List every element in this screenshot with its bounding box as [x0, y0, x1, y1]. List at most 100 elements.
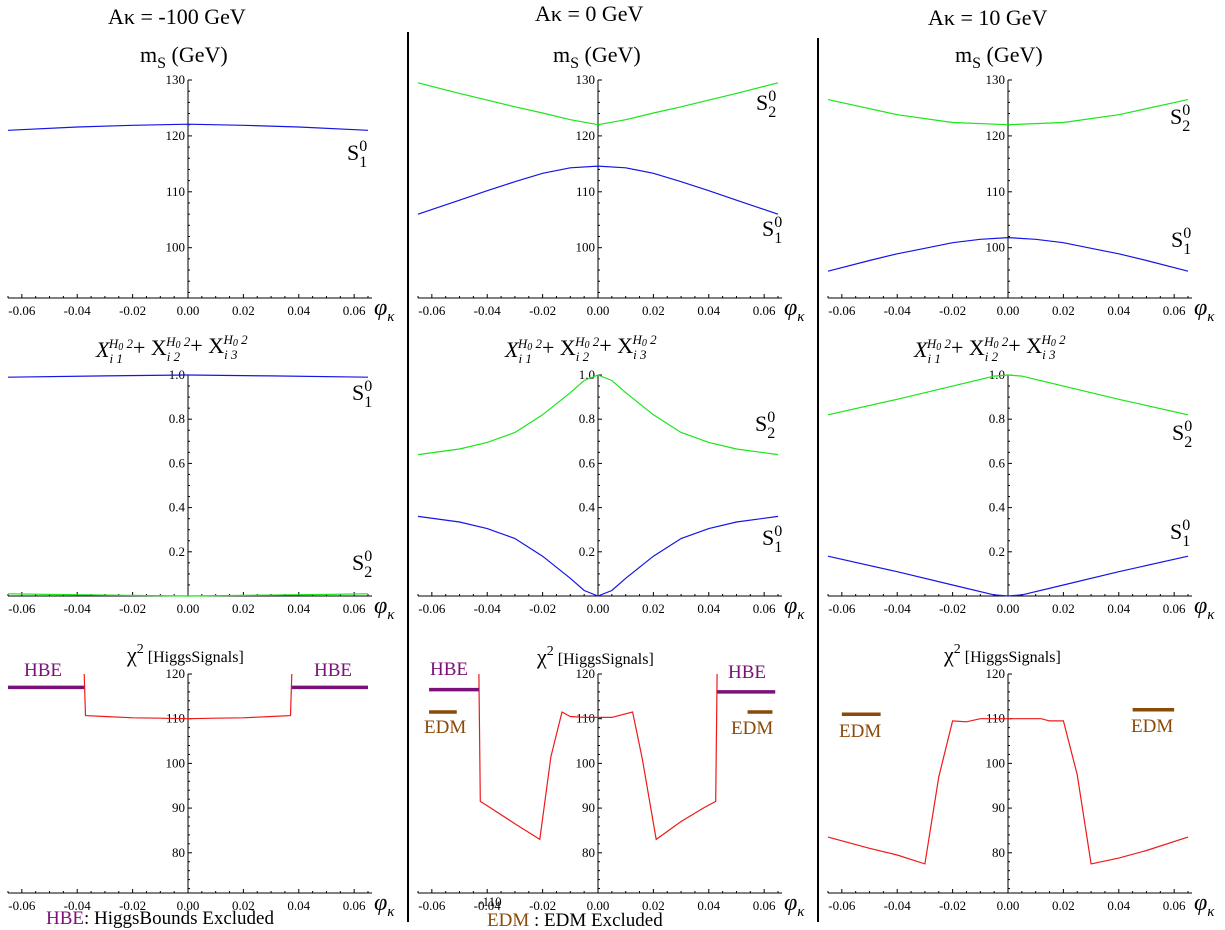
y-tick-label: 0.2	[989, 544, 1005, 559]
y-tick-label: 100	[576, 755, 596, 770]
y-tick-label: 120	[166, 128, 186, 143]
y-tick-label: 120	[576, 128, 596, 143]
x-tick-label: 0.02	[1052, 601, 1075, 616]
x-tick-label: 0.02	[232, 303, 255, 318]
y-tick-label: 90	[582, 800, 595, 815]
y-tick-label: 80	[992, 845, 1005, 860]
x-tick-label: 0.06	[1163, 303, 1186, 318]
x-tick-label: -0.06	[8, 601, 36, 616]
x-axis-label: φκ	[374, 890, 395, 920]
y-tick-label: 0.6	[989, 455, 1006, 470]
x-tick-label: -0.04	[884, 898, 912, 913]
y-tick-label: 120	[986, 666, 1006, 681]
chart-comp-a1: -0.06 -0.04 -0.02 0.00 0.02 0.04 0.06 0.2 0.4 0.6…	[7, 367, 395, 623]
series-line-s1	[827, 555, 1189, 597]
x-tick-label: -0.04	[64, 303, 92, 318]
y-tick-label: 100	[986, 240, 1006, 255]
x-tick-label: -0.04	[64, 898, 92, 913]
hbe-label: HBE	[314, 660, 352, 681]
series-label-superscript: 0	[1182, 102, 1190, 119]
x-tick-label: -0.02	[939, 303, 966, 318]
series-label-superscript: 0	[767, 409, 775, 426]
y-tick-label: 130	[986, 72, 1006, 87]
y-tick-label: 0.8	[989, 411, 1005, 426]
x-tick-label: -0.06	[8, 898, 36, 913]
x-tick-label: -0.04	[884, 303, 912, 318]
x-tick-label: -0.02	[529, 303, 556, 318]
series-line-s1	[7, 374, 369, 378]
x-axis-label-subscript: κ	[797, 904, 805, 920]
y-tick-label: 1.0	[989, 367, 1005, 382]
footer-edm: EDM : EDM Excluded	[487, 910, 663, 930]
series-label-s1: S0 1	[1171, 225, 1191, 258]
y-tick-label: 0.4	[169, 500, 186, 515]
x-axis-label-subscript: κ	[1207, 904, 1215, 920]
series-line-chi2	[827, 718, 1189, 865]
x-tick-label: -0.02	[529, 601, 556, 616]
panel-title-comp-1: Xi 1H0 2+ Xi 2H0 2+ Xi 3H0 2	[95, 332, 248, 366]
x-tick-label-overlap: -110	[478, 894, 501, 909]
x-axis-label-subscript: κ	[1207, 309, 1215, 325]
series-label-superscript: 0	[364, 548, 372, 565]
series-label-subscript: 2	[767, 425, 775, 442]
series-line-s1	[7, 123, 369, 131]
panel-title-chi-1: χ2 [HiggsSignals]	[126, 642, 244, 667]
svg-text:Xi 1H0 2+ Xi 2H0 2+ Xi 3H0 2: Xi 1H0 2+ Xi 2H0 2+ Xi 3H0 2	[95, 332, 248, 366]
chart-mass-a3: -0.06 -0.04 -0.02 0.00 0.02 0.04 0.06100110120…	[827, 72, 1215, 325]
x-tick-label: 0.06	[753, 601, 776, 616]
series-label-s2: S0 2	[1170, 102, 1190, 135]
y-tick-label: 1.0	[169, 367, 185, 382]
x-tick-label: 0.04	[1107, 303, 1130, 318]
x-axis-label: φκ	[784, 890, 805, 920]
x-tick-label: -0.02	[119, 601, 146, 616]
x-tick-label: -0.02	[119, 898, 146, 913]
y-tick-label: 120	[986, 128, 1006, 143]
panel-title-comp-2: Xi 1H0 2+ Xi 2H0 2+ Xi 3H0 2	[504, 332, 657, 366]
series-label-s2: S0 2	[1172, 418, 1192, 451]
x-tick-label: 0.00	[177, 898, 200, 913]
panel-title-comp-3: Xi 1H0 2+ Xi 2H0 2+ Xi 3H0 2	[913, 332, 1066, 366]
x-tick-label: 0.00	[177, 601, 200, 616]
edm-label: EDM	[839, 721, 881, 742]
y-tick-label: 0.8	[169, 411, 185, 426]
svg-text:Xi 1H0 2+ Xi 2H0 2+ Xi 3H0 2: Xi 1H0 2+ Xi 2H0 2+ Xi 3H0 2	[913, 332, 1066, 366]
x-tick-label: 0.02	[232, 601, 255, 616]
series-label-subscript: 1	[774, 539, 782, 556]
x-tick-label: -0.06	[828, 303, 856, 318]
x-tick-label: 0.00	[997, 898, 1020, 913]
series-label-subscript: 1	[774, 230, 782, 247]
x-axis-label: φκ	[1194, 593, 1215, 623]
series-label-s1: S0 1	[762, 523, 782, 556]
x-tick-label: -0.04	[474, 303, 502, 318]
x-tick-label: 0.00	[997, 303, 1020, 318]
series-label-subscript: 2	[1182, 118, 1190, 135]
chart-chi-a1: -0.06 -0.04 -0.02 0.00 0.02 0.04 0.06809010011…	[7, 660, 395, 920]
y-tick-label: 0.6	[579, 455, 596, 470]
x-axis-label-subscript: κ	[797, 607, 805, 623]
series-line-s2	[417, 82, 779, 126]
chart-mass-a2: -0.06 -0.04 -0.02 0.00 0.02 0.04 0.06100110120…	[417, 72, 805, 325]
x-tick-label: 0.04	[697, 303, 720, 318]
svg-text:mS (GeV): mS (GeV)	[140, 42, 228, 72]
series-line-s2	[417, 374, 779, 456]
x-tick-label: 0.02	[642, 898, 665, 913]
series-label-s2: S0 2	[352, 548, 372, 581]
x-axis-label-subscript: κ	[387, 309, 395, 325]
hbe-label: HBE	[430, 659, 468, 680]
series-label-s1: S0 1	[352, 378, 372, 411]
footer-hbe: HBE: HiggsBounds Excluded	[46, 908, 274, 929]
y-tick-label: 130	[576, 72, 596, 87]
series-label-superscript: 0	[774, 214, 782, 231]
edm-label: EDM	[731, 718, 773, 739]
x-tick-label: 0.00	[997, 601, 1020, 616]
footer-edm-key: EDM	[487, 910, 529, 930]
x-axis-label-subscript: κ	[1207, 607, 1215, 623]
series-line-s2	[827, 374, 1189, 416]
x-tick-label: 0.02	[642, 303, 665, 318]
x-tick-label: 0.02	[1052, 303, 1075, 318]
series-label-superscript: 0	[364, 378, 372, 395]
x-axis-label: φκ	[374, 593, 395, 623]
x-tick-label: -0.04	[474, 601, 502, 616]
y-tick-label: 110	[576, 711, 595, 726]
